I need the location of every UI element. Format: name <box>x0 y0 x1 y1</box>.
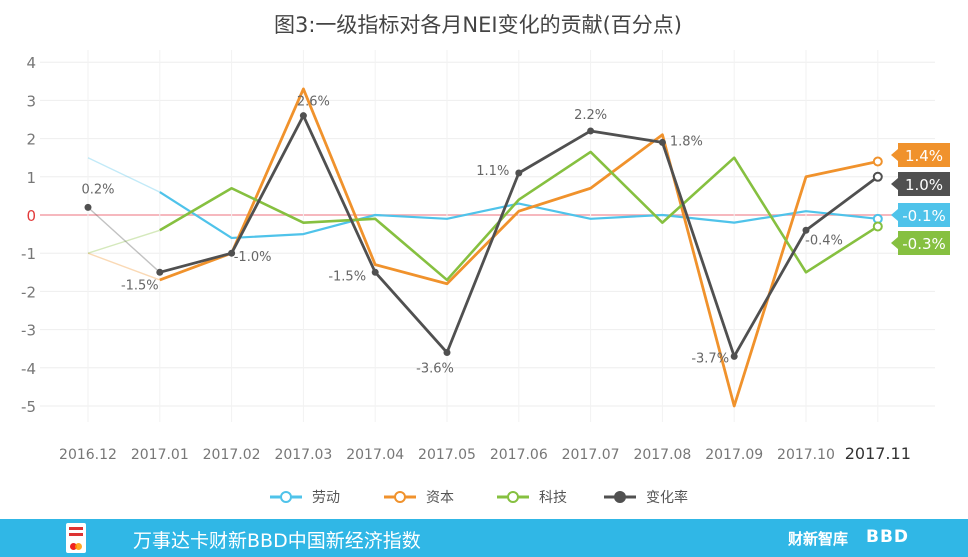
series-lines <box>85 89 882 406</box>
x-tick-label: 2017.05 <box>418 447 476 463</box>
x-tick-label: 2017.03 <box>274 447 332 463</box>
x-tick-label: 2017.06 <box>490 447 548 463</box>
y-tick-label: 1 <box>26 169 36 187</box>
change-rate-point <box>731 353 738 360</box>
change-rate-point <box>515 169 522 176</box>
y-tick-label: -1 <box>21 245 36 263</box>
x-tick-label: 2017.09 <box>705 447 763 463</box>
y-tick-label: -3 <box>21 322 36 340</box>
end-badge-label: -0.1% <box>902 207 946 225</box>
y-tick-label: -5 <box>21 398 36 416</box>
nei-logo-icon <box>66 523 86 553</box>
series-lead-segment <box>88 230 160 253</box>
caixin-brand: 财新智库 <box>788 528 848 549</box>
y-tick-label: 2 <box>26 131 36 149</box>
bbd-brand: BBD <box>866 527 909 547</box>
y-tick-label: -2 <box>21 283 36 301</box>
end-badge-label: -0.3% <box>902 235 946 253</box>
change-rate-point <box>156 269 163 276</box>
x-tick-label: 2017.11 <box>845 444 911 463</box>
data-label: -0.4% <box>805 233 843 248</box>
series-lead-segment <box>88 253 160 280</box>
chart: 图3:一级指标对各月NEI变化的贡献(百分点) 43210-1-2-3-4-5 … <box>0 0 968 557</box>
x-tick-label: 2017.10 <box>777 447 835 463</box>
data-label: -1.5% <box>328 269 366 284</box>
change-rate-point <box>85 204 92 211</box>
change-rate-point <box>300 112 307 119</box>
data-labels: 0.2% -1.5% -1.0% 2.6% -1.5% -3.6% 1.1% 2.2% 1.8%… <box>81 95 842 377</box>
y-tick-label: -4 <box>21 360 36 378</box>
legend-marker <box>508 492 518 502</box>
legend-marker <box>395 492 405 502</box>
x-tick-label: 2017.01 <box>131 447 189 463</box>
legend-label: 资本 <box>426 490 454 506</box>
change-rate-point <box>444 349 451 356</box>
legend: 劳动 资本 科技 变化率 <box>270 489 688 506</box>
data-label: -1.0% <box>234 250 272 265</box>
y-tick-label: 4 <box>26 54 36 72</box>
data-label: 1.8% <box>670 134 703 149</box>
end-badges: 1.4% 1.0% -0.1% -0.3% <box>891 143 950 255</box>
x-tick-label: 2017.07 <box>562 447 620 463</box>
change-rate-point <box>659 139 666 146</box>
x-axis: 2016.12 2017.01 2017.02 2017.03 2017.04 2017.… <box>59 444 911 463</box>
legend-label: 科技 <box>539 490 567 506</box>
end-badge-label: 1.0% <box>905 176 943 194</box>
series-end-marker <box>874 158 882 166</box>
end-badge-label: 1.4% <box>905 147 943 165</box>
data-label: 1.1% <box>476 164 509 179</box>
data-label: -1.5% <box>121 278 159 293</box>
series-lead-segment <box>88 207 160 272</box>
data-label: 0.2% <box>81 182 114 197</box>
series-end-marker <box>874 173 882 181</box>
data-label: -3.6% <box>416 362 454 377</box>
legend-label: 劳动 <box>312 490 340 506</box>
chart-title: 图3:一级指标对各月NEI变化的贡献(百分点) <box>274 13 682 37</box>
data-label: 2.6% <box>297 95 330 110</box>
y-tick-label: 3 <box>26 92 36 110</box>
change-rate-point <box>587 127 594 134</box>
data-label: -3.7% <box>691 351 729 366</box>
x-tick-label: 2016.12 <box>59 447 117 463</box>
legend-marker <box>615 492 625 502</box>
change-rate-point <box>372 269 379 276</box>
y-tick-label: 0 <box>26 207 36 225</box>
footer-title: 万事达卡财新BBD中国新经济指数 <box>133 526 421 553</box>
x-tick-label: 2017.02 <box>203 447 261 463</box>
x-tick-label: 2017.04 <box>346 447 404 463</box>
y-axis: 4 3 2 1 0 -1 -2 -3 -4 -5 <box>21 54 36 416</box>
footer-bar: 万事达卡财新BBD中国新经济指数 财新智库 BBD <box>0 519 968 557</box>
series-end-marker <box>874 222 882 230</box>
data-label: 2.2% <box>574 108 607 123</box>
legend-label: 变化率 <box>646 489 688 506</box>
legend-marker <box>281 492 291 502</box>
x-tick-label: 2017.08 <box>633 447 691 463</box>
